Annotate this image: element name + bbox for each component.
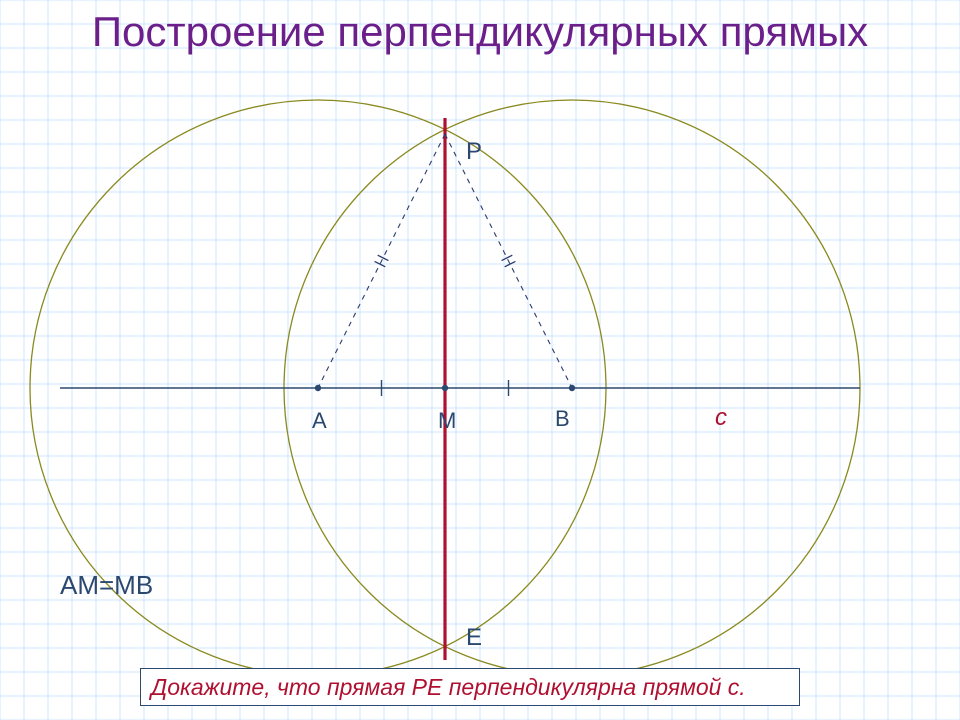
- label-B: B: [555, 406, 570, 432]
- label-AM-MB: AM=MB: [60, 570, 153, 601]
- label-E: E: [466, 624, 482, 652]
- label-M: M: [438, 408, 456, 434]
- page-title: Построение перпендикулярных прямых: [0, 8, 960, 56]
- label-P: P: [466, 138, 482, 166]
- label-A: A: [312, 408, 327, 434]
- label-c: c: [715, 404, 727, 432]
- diagram-svg: [0, 0, 960, 720]
- page-root: { "title": { "text": "Построение перпенд…: [0, 0, 960, 720]
- proof-box: Докажите, что прямая РЕ перпендикулярна …: [140, 668, 800, 706]
